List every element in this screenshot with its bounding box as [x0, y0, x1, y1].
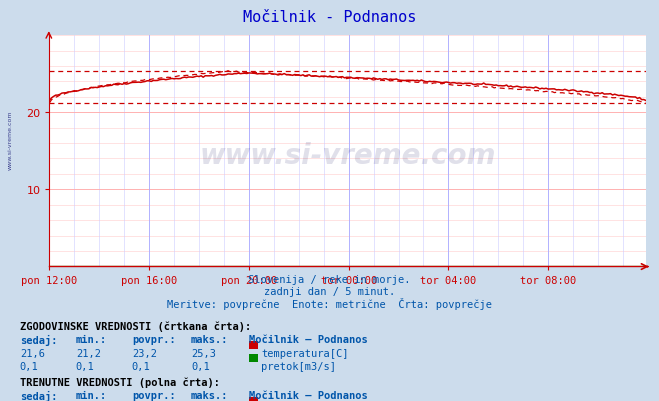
Text: Močilnik - Podnanos: Močilnik - Podnanos: [243, 10, 416, 25]
Text: Močilnik – Podnanos: Močilnik – Podnanos: [249, 390, 368, 400]
Text: min.:: min.:: [76, 390, 107, 400]
Text: temperatura[C]: temperatura[C]: [261, 348, 349, 358]
Text: 21,6: 21,6: [20, 348, 45, 358]
Text: sedaj:: sedaj:: [20, 334, 57, 346]
Text: sedaj:: sedaj:: [20, 390, 57, 401]
Text: zadnji dan / 5 minut.: zadnji dan / 5 minut.: [264, 286, 395, 296]
Text: 0,1: 0,1: [20, 361, 38, 371]
Text: ZGODOVINSKE VREDNOSTI (črtkana črta):: ZGODOVINSKE VREDNOSTI (črtkana črta):: [20, 321, 251, 331]
Text: pretok[m3/s]: pretok[m3/s]: [261, 361, 336, 371]
Text: www.si-vreme.com: www.si-vreme.com: [8, 111, 13, 170]
Text: 25,3: 25,3: [191, 348, 216, 358]
Text: Slovenija / reke in morje.: Slovenija / reke in morje.: [248, 275, 411, 285]
Text: povpr.:: povpr.:: [132, 334, 175, 344]
Text: www.si-vreme.com: www.si-vreme.com: [200, 142, 496, 170]
Text: TRENUTNE VREDNOSTI (polna črta):: TRENUTNE VREDNOSTI (polna črta):: [20, 377, 219, 387]
Text: maks.:: maks.:: [191, 390, 229, 400]
Text: Močilnik – Podnanos: Močilnik – Podnanos: [249, 334, 368, 344]
Text: 21,2: 21,2: [76, 348, 101, 358]
Text: 23,2: 23,2: [132, 348, 157, 358]
Text: 0,1: 0,1: [191, 361, 210, 371]
Text: 0,1: 0,1: [76, 361, 94, 371]
Text: povpr.:: povpr.:: [132, 390, 175, 400]
Text: min.:: min.:: [76, 334, 107, 344]
Text: Meritve: povprečne  Enote: metrične  Črta: povprečje: Meritve: povprečne Enote: metrične Črta:…: [167, 297, 492, 309]
Text: maks.:: maks.:: [191, 334, 229, 344]
Text: 0,1: 0,1: [132, 361, 150, 371]
